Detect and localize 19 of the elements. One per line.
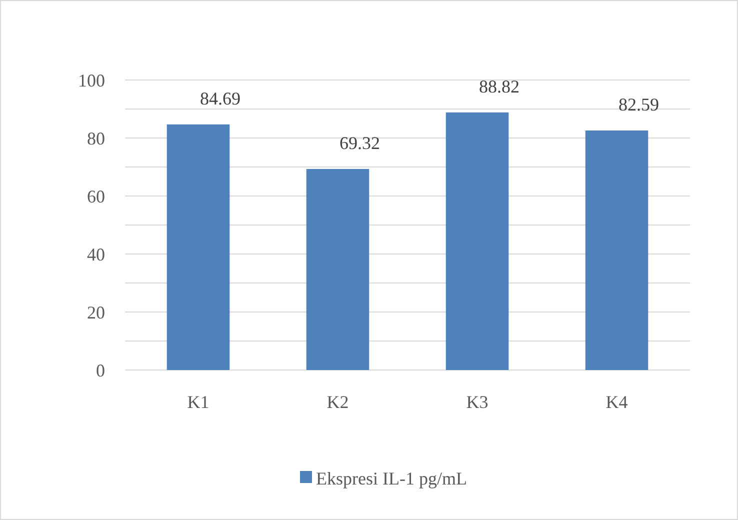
bar [585,130,648,370]
y-tick-label: 100 [78,70,105,90]
legend-label: Ekspresi IL-1 pg/mL [316,468,467,488]
data-label: 88.82 [479,76,520,96]
y-tick-label: 60 [87,186,105,206]
y-tick-label: 80 [87,128,105,148]
y-tick-label: 20 [87,302,105,322]
x-tick-label: K1 [187,392,210,412]
x-tick-label: K2 [326,392,349,412]
data-label: 69.32 [339,132,380,153]
bar [306,168,370,370]
bar [166,124,230,370]
data-label: 84.69 [200,88,240,108]
y-tick-label: 40 [87,244,105,264]
y-tick-label: 0 [96,360,105,380]
x-tick-label: K3 [466,392,488,412]
x-tick-label: K4 [606,392,628,412]
bar [446,112,509,370]
data-label: 82.59 [618,94,660,114]
